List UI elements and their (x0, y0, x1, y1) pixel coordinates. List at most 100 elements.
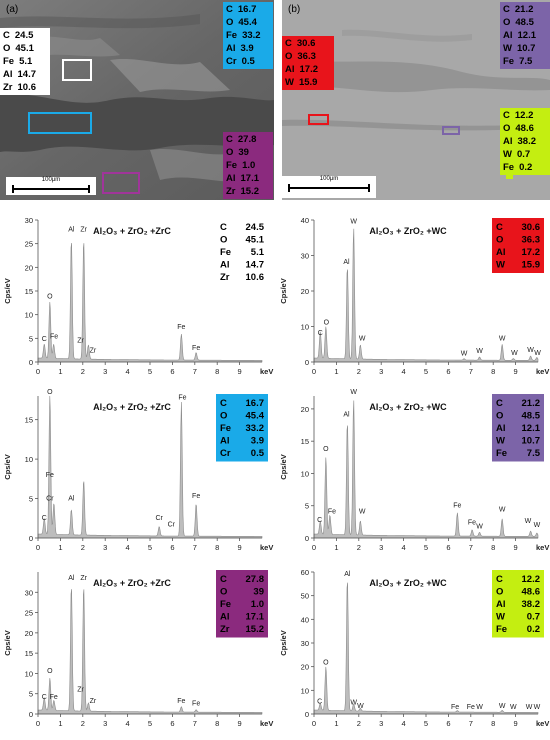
composition-value: 36.3 (522, 235, 541, 246)
composition-box (492, 394, 544, 462)
x-tick-label: 7 (469, 543, 473, 552)
y-tick-label: 60 (301, 568, 309, 577)
x-tick-label: 7 (193, 367, 197, 376)
composition-box (216, 570, 268, 638)
peak-label: Fe (50, 694, 58, 701)
element-percent: 3.9 (240, 43, 254, 54)
eds-spectrum-wc-3: 0 10 20 30 40 50 60 0 1 2 3 4 5 6 7 8 9 keV Cps/eV Al₂O₃ + … (279, 568, 549, 728)
y-tick-label: 20 (301, 405, 309, 414)
panel-letter-a: (a) (6, 4, 19, 15)
x-tick-label: 1 (58, 719, 62, 728)
element-percent: 12.1 (517, 30, 537, 41)
x-tick-label: 6 (446, 719, 450, 728)
composition-value: 14.7 (246, 260, 265, 271)
peak-label: O (323, 660, 329, 667)
composition-element: C (496, 398, 503, 409)
element-percent: 12.2 (514, 110, 534, 121)
x-tick-label: 0 (312, 543, 316, 552)
x-tick-label: 6 (170, 543, 174, 552)
peak-label: Zr (90, 698, 97, 705)
composition-element: C (220, 398, 227, 409)
composition-element: Zr (220, 272, 230, 283)
composition-value: 7.5 (527, 448, 541, 459)
composition-value: 0.2 (527, 624, 540, 635)
y-tick-label: 20 (301, 287, 309, 296)
composition-element: O (220, 587, 227, 598)
x-tick-label: 8 (491, 367, 495, 376)
element-percent: 21.2 (514, 4, 534, 15)
x-tick-label: 1 (334, 543, 338, 552)
x-tick-label: 5 (148, 543, 152, 552)
y-axis-label: Cps/eV (3, 278, 12, 303)
composition-value: 0.5 (251, 448, 265, 459)
sem-box-row: Cr 0.5 (226, 55, 270, 68)
eds-spectrum-wc-2: 0 5 10 15 20 0 1 2 3 4 5 6 7 8 9 keV Cps/eV Al₂O₃ + ZrO₂ … (279, 389, 549, 552)
element-percent: 0.5 (241, 56, 255, 67)
y-axis-label: Cps/eV (279, 454, 288, 479)
sem-box-row: C 27.8 (226, 133, 270, 146)
peak-label: Fe (177, 698, 185, 705)
sem-box-row: Fe 1.0 (226, 159, 270, 172)
x-tick-label: 9 (514, 543, 518, 552)
x-tick-label: 3 (379, 543, 383, 552)
x-tick-label: 1 (58, 367, 62, 376)
composition-value: 17.1 (246, 612, 265, 623)
element-symbol: C (285, 38, 292, 49)
element-symbol: Fe (3, 56, 15, 67)
composition-element: C (496, 574, 503, 585)
composition-value: 12.2 (522, 574, 541, 585)
peak-label: W (499, 703, 506, 710)
element-symbol: Fe (226, 160, 238, 171)
composition-box (216, 218, 268, 286)
x-tick-label: 4 (402, 543, 406, 552)
composition-element: C (496, 222, 503, 233)
y-tick-label: 0 (29, 710, 33, 719)
region-marker-red (308, 114, 329, 125)
composition-element: Fe (496, 448, 507, 459)
peak-label: Fe (468, 519, 476, 526)
region-marker-blue (28, 112, 92, 134)
peak-label: Fe (453, 503, 461, 510)
x-tick-label: 4 (402, 367, 406, 376)
composition-element: Al (496, 247, 506, 258)
composition-element: C (220, 574, 227, 585)
x-tick-label: 0 (36, 543, 40, 552)
peak-label: Fe (467, 704, 475, 711)
composition-value: 15.2 (246, 624, 265, 635)
chart-title: Al₂O₃ + ZrO₂ +WC (369, 578, 447, 588)
sem-box-row: O 45.4 (226, 16, 270, 29)
sem-box-row: Fe 7.5 (503, 55, 547, 68)
peak-label: Cr (155, 515, 163, 522)
peak-label: O (324, 320, 330, 327)
element-symbol: W (503, 43, 512, 54)
y-tick-label: 40 (301, 216, 309, 225)
element-symbol: C (503, 110, 510, 121)
peak-label: O (47, 668, 53, 675)
y-tick-label: 5 (29, 690, 33, 699)
peak-label: W (357, 703, 364, 710)
composition-value: 10.6 (246, 272, 265, 283)
y-tick-label: 0 (29, 358, 33, 367)
peak-label: W (499, 335, 506, 342)
peak-label: Fe (192, 345, 200, 352)
x-tick-label: 2 (357, 543, 361, 552)
composition-value: 39 (253, 587, 264, 598)
peak-label: W (476, 523, 483, 530)
spectrum-area (313, 582, 539, 715)
sem-box-row: C 24.5 (3, 29, 47, 42)
peak-label: W (359, 335, 366, 342)
element-symbol: Al (503, 30, 513, 41)
composition-value: 15.9 (522, 260, 541, 271)
x-axis-label: keV (536, 543, 549, 552)
x-tick-label: 4 (126, 543, 130, 552)
composition-value: 1.0 (251, 599, 264, 610)
spectrum-area (37, 589, 263, 715)
element-percent: 30.6 (296, 38, 316, 49)
element-percent: 17.1 (240, 173, 260, 184)
element-symbol: O (503, 123, 511, 134)
composition-element: O (496, 587, 503, 598)
composition-value: 16.7 (246, 398, 265, 409)
sem-box-row: O 36.3 (285, 50, 331, 63)
x-tick-label: 8 (215, 719, 219, 728)
x-tick-label: 3 (379, 719, 383, 728)
